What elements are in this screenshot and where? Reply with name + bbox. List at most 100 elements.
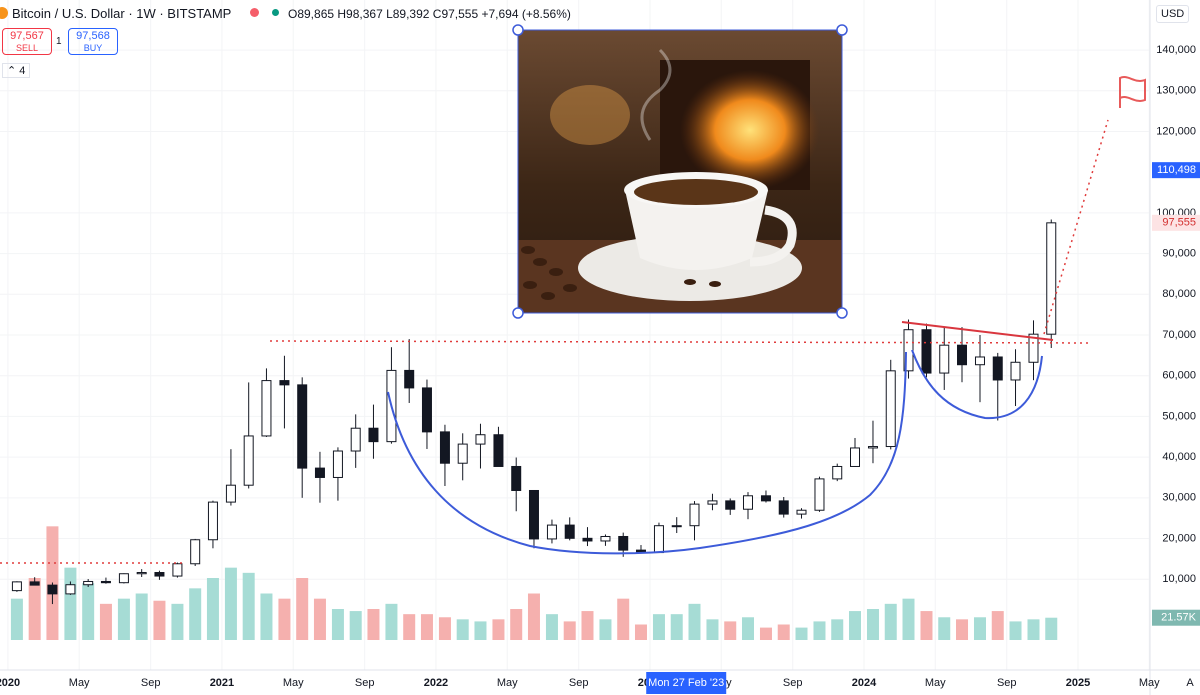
crosshair-date-label: Mon 27 Feb '23 [648, 677, 724, 689]
volume-bar [706, 619, 719, 640]
y-tick-label: 50,000 [1162, 410, 1196, 422]
volume-bar [224, 567, 237, 640]
buy-label: BUY [83, 43, 103, 53]
candle-body [11, 581, 22, 592]
volume-bar [581, 611, 594, 640]
volume-bar [545, 614, 558, 640]
symbol[interactable]: Bitcoin / U.S. Dollar · 1W · BITSTAMP [12, 6, 232, 21]
target-price-label: 110,498 [1157, 164, 1196, 176]
buy-button[interactable]: 97,568 BUY [68, 28, 118, 55]
x-tick-label: 2022 [424, 677, 448, 689]
candle-body [172, 563, 183, 577]
volume-bar [1009, 621, 1022, 640]
volume-bar [724, 621, 737, 640]
candle-body [546, 524, 557, 540]
scale-mode[interactable]: A [1186, 677, 1194, 689]
x-tick-label: May [283, 677, 304, 689]
volume-bar [420, 614, 433, 640]
cup-curve [387, 351, 907, 555]
candle-body [760, 495, 771, 502]
y-tick-label: 130,000 [1156, 85, 1196, 97]
candle-body [279, 380, 290, 386]
volume-bar [438, 617, 451, 640]
volume-bar [634, 624, 647, 640]
x-tick-label: May [497, 677, 518, 689]
candle-body [814, 478, 825, 511]
x-tick-label: May [925, 677, 946, 689]
y-tick-label: 40,000 [1162, 451, 1196, 463]
candle-body [421, 387, 432, 433]
candle-body [100, 580, 111, 584]
y-tick-label: 120,000 [1156, 125, 1196, 137]
volume-bar [313, 598, 326, 640]
candle-body [653, 525, 664, 554]
candle-body [243, 435, 254, 486]
x-tick-label: Sep [997, 677, 1017, 689]
currency[interactable]: USD [1156, 5, 1190, 23]
buy-price: 97,568 [76, 30, 110, 42]
status-dot [250, 8, 259, 17]
candle-body [992, 356, 1003, 381]
volume-bar [599, 619, 612, 640]
x-tick-label: Sep [569, 677, 589, 689]
sell-button[interactable]: 97,567 SELL [2, 28, 52, 55]
coffee-image [512, 24, 848, 319]
volume-bar [278, 598, 291, 640]
candle-body [671, 525, 682, 528]
x-tick-label: May [1139, 677, 1160, 689]
indicator-count: 4 [19, 65, 26, 77]
volume-bar [849, 611, 862, 640]
volume-bar [331, 609, 344, 640]
trend-line [901, 321, 1054, 341]
candle-body [885, 370, 896, 448]
candle-body [154, 572, 165, 577]
candle-body [1028, 333, 1039, 363]
volume-tag-label: 21.57K [1161, 612, 1197, 624]
volume-bar [242, 572, 255, 640]
volume-bar [938, 617, 951, 640]
candle-body [689, 503, 700, 527]
candle-body [921, 329, 932, 374]
time-axis-panel [0, 670, 1200, 695]
y-tick-label: 60,000 [1162, 370, 1196, 382]
y-tick-label: 80,000 [1162, 288, 1196, 300]
candle-body [332, 450, 343, 478]
candle-body [493, 434, 504, 467]
volume-bar [991, 611, 1004, 640]
volume-bar [117, 598, 130, 640]
candle-body [957, 344, 968, 366]
volume-bar [492, 619, 505, 640]
ohlc: O89,865 H98,367 L89,392 C97,555 +7,694 (… [288, 7, 571, 21]
y-tick-label: 90,000 [1162, 247, 1196, 259]
volume-bar [135, 593, 148, 640]
volume-bar [349, 611, 362, 640]
candle-body [439, 431, 450, 464]
sell-price: 97,567 [10, 30, 44, 42]
candle-body [225, 484, 236, 503]
y-tick-label: 10,000 [1162, 573, 1196, 585]
x-tick-label: 2024 [852, 677, 877, 689]
volume-bar [403, 614, 416, 640]
volume-bar [260, 593, 273, 640]
y-tick-label: 140,000 [1156, 44, 1196, 56]
volume-bar [189, 588, 202, 640]
candle-body [83, 580, 94, 586]
drawings [0, 76, 1146, 564]
candle-body [29, 581, 40, 586]
candle-body [404, 369, 415, 389]
x-tick-label: Sep [141, 677, 161, 689]
candle-body [207, 501, 218, 541]
volume-bar [920, 611, 933, 640]
volume-bar [367, 609, 380, 640]
axes: 10,000 20,000 30,000 40,000 50,000 60,000 70,0… [0, 44, 1200, 694]
volume-bar [10, 598, 23, 640]
volume-bar [670, 614, 683, 640]
indicators-toggle[interactable]: ⌃ 4 [2, 63, 31, 78]
candle-body [850, 447, 861, 467]
volume-bar [171, 603, 184, 640]
candle-body [1010, 361, 1021, 381]
candle-body [475, 434, 486, 445]
volume-bar [510, 609, 523, 640]
x-tick-label: May [69, 677, 90, 689]
